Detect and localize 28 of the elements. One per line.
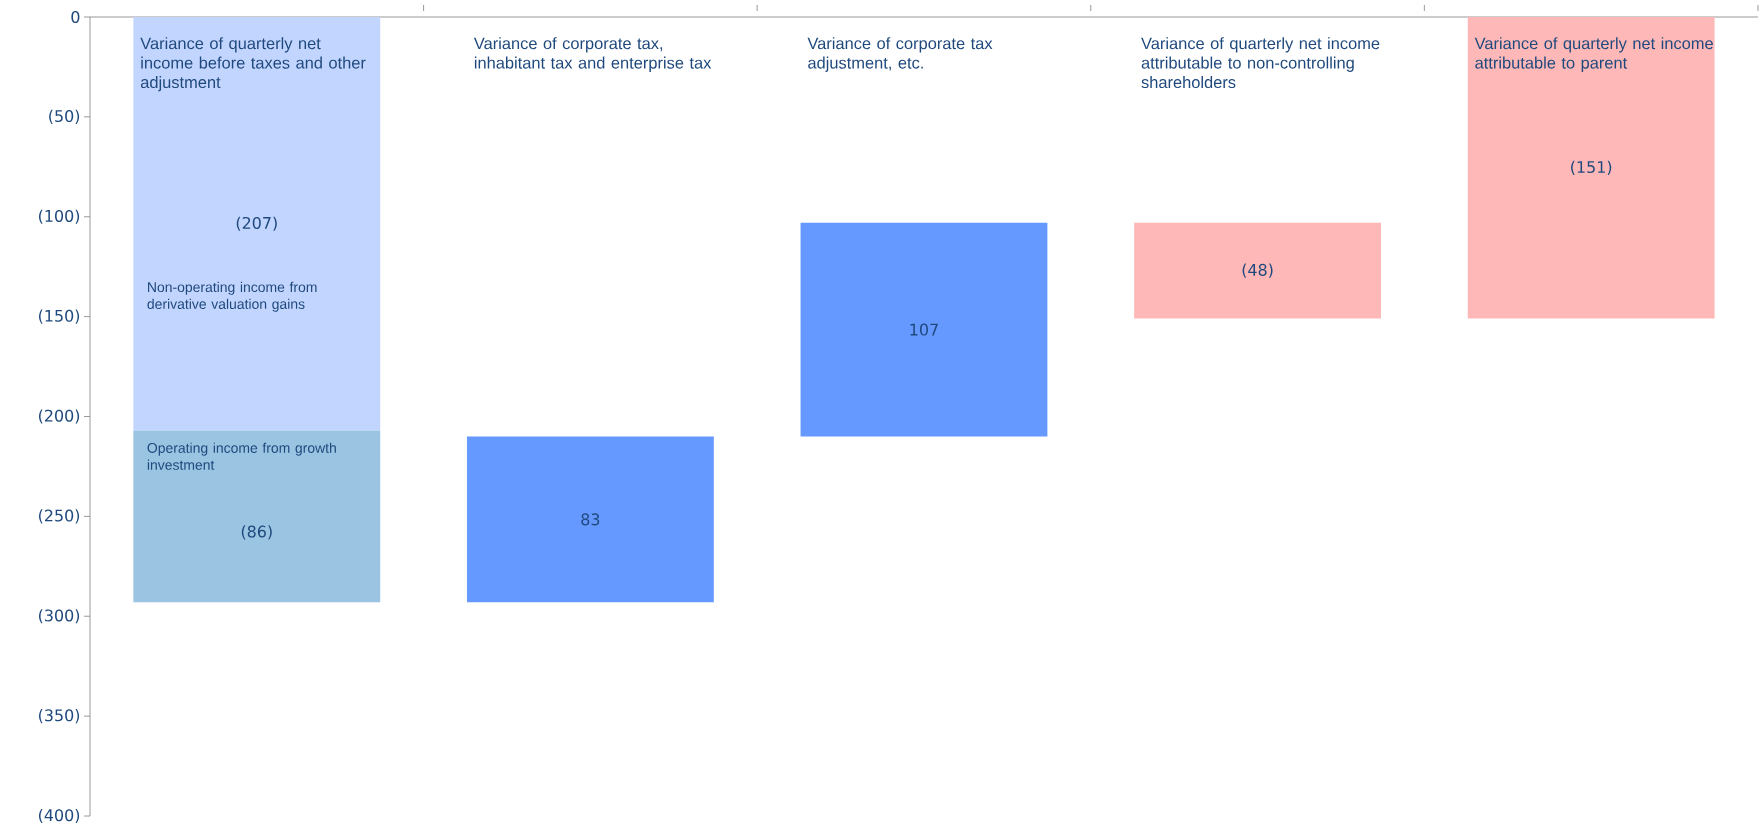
y-tick-label: (350) xyxy=(38,709,80,724)
bar xyxy=(1134,222,1381,319)
y-tick-label: (250) xyxy=(38,509,80,524)
data-label: (151) xyxy=(1571,160,1612,175)
x-tick-label: Variance of quarterly net income attributable to non-controlling shareholders xyxy=(1141,37,1380,89)
y-tick-label: (300) xyxy=(38,609,80,624)
x-tick-label: Variance of corporate tax, inhabitant tax and enterprise tax xyxy=(473,37,712,72)
y-tick-label: (150) xyxy=(38,309,80,324)
y-tick-label: (100) xyxy=(38,209,80,224)
bar xyxy=(800,222,1048,437)
data-label: 83 xyxy=(581,513,600,526)
x-tick-label: Variance of quarterly net income before taxes and other adjustment xyxy=(140,37,366,92)
bar xyxy=(133,16,381,431)
y-tick-label: (200) xyxy=(38,409,80,424)
x-tick-label: Variance of corporate tax adjustment, etc. xyxy=(807,37,993,72)
data-label: (48) xyxy=(1242,263,1273,278)
data-label: (207) xyxy=(236,216,277,231)
data-label: 107 xyxy=(910,323,938,336)
bar xyxy=(1467,16,1715,319)
y-tick-label: (50) xyxy=(49,109,80,124)
y-tick-label: 0 xyxy=(71,10,80,24)
series-label: Operating income from growth investment xyxy=(147,442,336,470)
data-label: (86) xyxy=(241,525,272,540)
bar xyxy=(133,430,381,603)
x-tick-label: Variance of quarterly net income attributable to parent xyxy=(1474,37,1713,72)
series-label: Non-operating income from derivative valuation gains xyxy=(147,281,317,312)
y-tick-label: (400) xyxy=(38,808,80,824)
bar xyxy=(466,436,714,603)
